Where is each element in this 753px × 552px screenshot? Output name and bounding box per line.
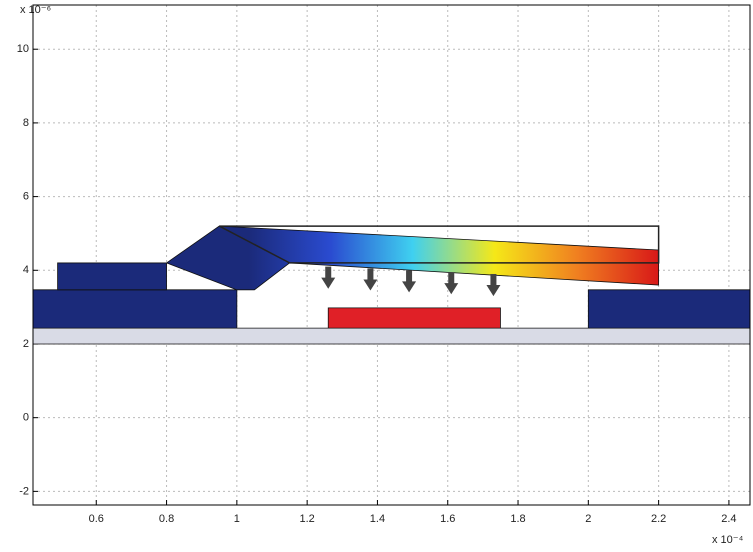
structure-patch <box>328 308 500 328</box>
force-arrow <box>363 268 377 290</box>
force-arrow <box>402 270 416 292</box>
chart: x 10⁻⁶ x 10⁻⁴ 0.6 0.8 1 1.2 1.4 1.6 1.8 2 2.2 2.4… <box>0 0 753 552</box>
x-tick-label: 1.2 <box>299 513 314 525</box>
arrow-head <box>444 283 458 294</box>
arrow-shaft <box>490 274 496 286</box>
x-tick-label: 1.4 <box>370 513 385 525</box>
structure-patch <box>588 290 750 328</box>
arrow-shaft <box>367 268 373 280</box>
arrow-head <box>402 281 416 292</box>
structure-patch <box>58 263 167 290</box>
arrow-shaft <box>406 270 412 282</box>
arrow-head <box>486 285 500 296</box>
structure-patch <box>33 290 237 328</box>
x-tick-label: 0.6 <box>89 513 104 525</box>
y-tick-label: 10 <box>17 43 29 55</box>
x-tick-label: 1.8 <box>510 513 525 525</box>
x-tick-label: 1.6 <box>440 513 455 525</box>
x-tick-label: 2 <box>585 513 591 525</box>
force-arrow <box>486 274 500 296</box>
y-tick-label: 6 <box>23 191 29 203</box>
x-tick-label: 0.8 <box>159 513 174 525</box>
y-tick-label: 4 <box>23 264 29 276</box>
x-tick-label: 2.4 <box>721 513 736 525</box>
x-tick-label: 1 <box>234 513 240 525</box>
arrow-head <box>363 280 377 291</box>
y-tick-label: -2 <box>19 485 29 497</box>
force-arrow <box>444 272 458 294</box>
arrow-head <box>321 278 335 289</box>
y-tick-label: 2 <box>23 338 29 350</box>
y-tick-label: 0 <box>23 412 29 424</box>
arrow-shaft <box>325 267 331 279</box>
y-tick-label: 8 <box>23 117 29 129</box>
structure-patch <box>33 328 750 344</box>
x-exponent: x 10⁻⁴ <box>712 534 744 546</box>
arrow-shaft <box>448 272 454 284</box>
structure-patch <box>167 226 659 290</box>
y-exponent: x 10⁻⁶ <box>20 4 51 16</box>
x-tick-label: 2.2 <box>651 513 666 525</box>
